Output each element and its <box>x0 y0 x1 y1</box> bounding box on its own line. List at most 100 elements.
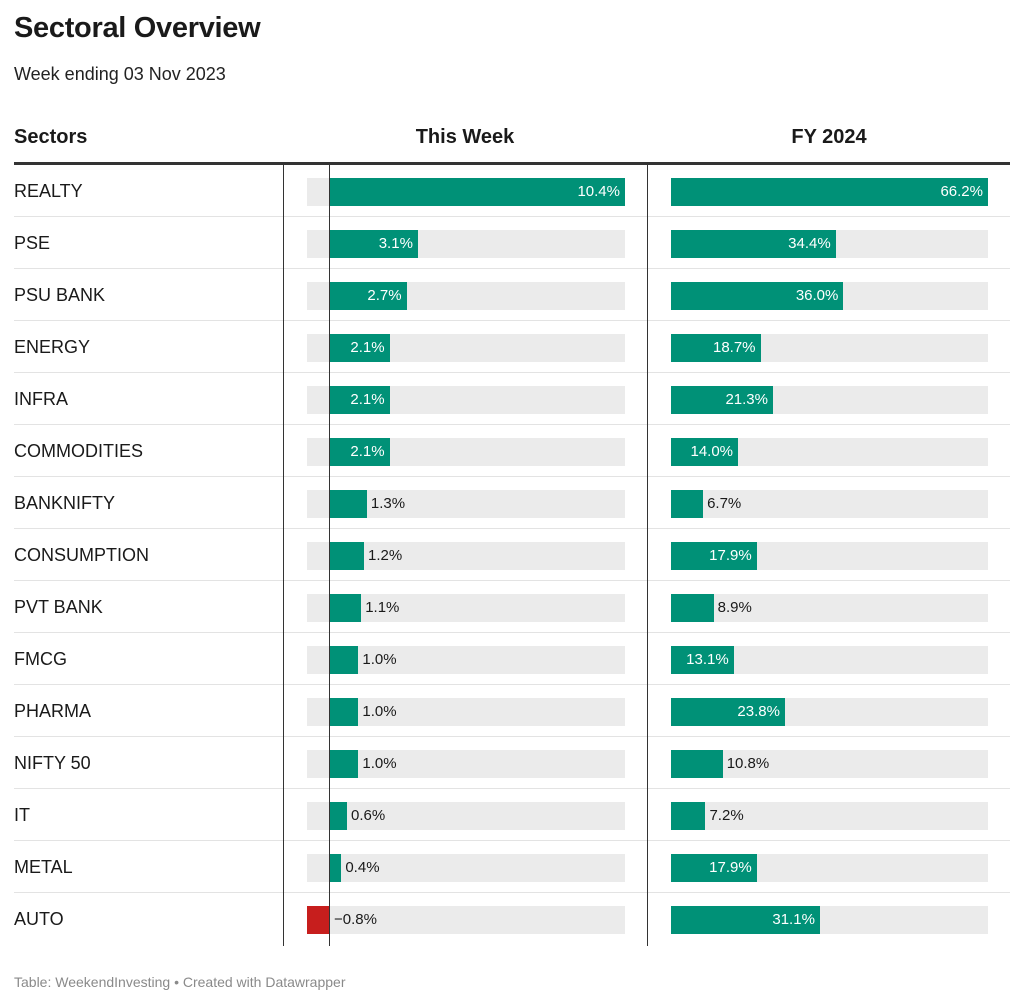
table-row[interactable]: BANKNIFTY 1.3% 6.7% <box>14 477 1010 529</box>
fy-bar <box>671 334 761 362</box>
column-header-fy-2024[interactable]: FY 2024 <box>791 126 867 148</box>
row-separator <box>14 528 1010 529</box>
column-header-this-week[interactable]: This Week <box>415 126 515 148</box>
fy-value-label: 17.9% <box>709 859 752 876</box>
sector-label: AUTO <box>14 909 64 929</box>
fy-bar-track <box>671 802 988 830</box>
footer-credit: Table: WeekendInvesting • Created with D… <box>14 974 346 990</box>
table-row[interactable]: INFRA 2.1% 21.3% <box>14 373 1010 425</box>
fy-bar <box>671 490 704 518</box>
fy-bar <box>671 802 706 830</box>
sector-label: PSU BANK <box>14 285 106 305</box>
week-bar <box>330 282 407 310</box>
week-bar-track <box>307 698 625 726</box>
fy-bar <box>671 854 757 882</box>
week-bar-track <box>307 802 625 830</box>
table-row[interactable]: REALTY 10.4% 66.2% <box>14 165 1010 217</box>
fy-value-label: 36.0% <box>795 287 839 304</box>
table-row[interactable]: PSU BANK 2.7% 36.0% <box>14 269 1010 321</box>
row-separator <box>14 424 1010 425</box>
week-value-label: 10.4% <box>577 183 620 200</box>
week-value-label: 2.1% <box>350 339 385 356</box>
week-bar <box>330 178 625 206</box>
row-separator <box>14 216 1010 217</box>
fy-value-label: 6.7% <box>707 495 742 512</box>
fy-bar <box>671 282 844 310</box>
chart-subtitle: Week ending 03 Nov 2023 <box>14 64 226 84</box>
row-separator <box>14 580 1010 581</box>
fy-value-label: 66.2% <box>940 183 983 200</box>
table-row[interactable]: IT 0.6% 7.2% <box>14 789 1010 841</box>
fy-value-label: 21.3% <box>725 391 768 408</box>
sector-label: COMMODITIES <box>14 441 143 461</box>
row-separator <box>14 476 1010 477</box>
sector-label: METAL <box>14 857 73 877</box>
row-separator <box>14 632 1010 633</box>
fy-bar <box>671 646 734 674</box>
fy-value-label: 14.0% <box>690 443 734 460</box>
week-bar <box>330 854 342 882</box>
fy-bar-track <box>671 490 988 518</box>
fy-value-label: 31.1% <box>772 911 815 928</box>
week-value-label: 2.1% <box>350 443 385 460</box>
week-bar <box>330 490 367 518</box>
week-bar-track <box>307 750 625 778</box>
row-separator <box>14 268 1010 269</box>
row-separator <box>14 736 1010 737</box>
week-bar-track <box>307 906 625 934</box>
sector-label: ENERGY <box>14 337 91 357</box>
fy-value-label: 13.1% <box>686 651 729 668</box>
fy-value-label: 34.4% <box>788 235 831 252</box>
column-header-sectors[interactable]: Sectors <box>14 126 88 148</box>
table-row[interactable]: FMCG 1.0% 13.1% <box>14 633 1010 685</box>
fy-value-label: 17.9% <box>709 547 752 564</box>
week-bar <box>307 906 330 934</box>
header-rule <box>14 162 1010 165</box>
week-bar <box>330 334 390 362</box>
table-row[interactable]: PVT BANK 1.1% 8.9% <box>14 581 1010 633</box>
week-value-label: 1.2% <box>368 547 403 564</box>
week-bar <box>330 646 359 674</box>
week-value-label: 1.3% <box>370 495 406 512</box>
week-value-label: 1.0% <box>362 703 397 720</box>
sector-label: IT <box>14 805 30 825</box>
table-row[interactable]: CONSUMPTION 1.2% 17.9% <box>14 529 1010 581</box>
fy-bar <box>671 906 820 934</box>
week-bar <box>330 698 359 726</box>
week-value-label: 2.7% <box>367 287 402 304</box>
fy-bar <box>671 594 714 622</box>
week-bar <box>330 438 390 466</box>
fy-bar <box>671 230 836 258</box>
fy-bar <box>671 542 757 570</box>
table-row[interactable]: AUTO −0.8% 31.1% <box>14 893 1010 945</box>
column-divider-2 <box>647 165 648 946</box>
fy-bar-track <box>671 750 988 778</box>
table-row[interactable]: NIFTY 50 1.0% 10.8% <box>14 737 1010 789</box>
row-separator <box>14 372 1010 373</box>
week-value-label: 1.0% <box>362 755 397 772</box>
week-bar <box>330 230 418 258</box>
sector-label: FMCG <box>14 649 67 669</box>
row-separator <box>14 892 1010 893</box>
fy-bar-track <box>671 594 988 622</box>
sector-label: REALTY <box>14 181 83 201</box>
week-value-label: −0.8% <box>334 911 377 928</box>
sector-label: PHARMA <box>14 701 92 721</box>
sector-label: PVT BANK <box>14 597 103 617</box>
week-bar <box>330 594 362 622</box>
fy-bar <box>671 178 988 206</box>
sector-label: BANKNIFTY <box>14 493 116 513</box>
table-row[interactable]: PHARMA 1.0% 23.8% <box>14 685 1010 737</box>
week-value-label: 1.1% <box>365 599 400 616</box>
row-separator <box>14 788 1010 789</box>
week-value-label: 0.6% <box>351 807 386 824</box>
table-row[interactable]: METAL 0.4% 17.9% <box>14 841 1010 893</box>
fy-value-label: 8.9% <box>717 599 752 616</box>
table-row[interactable]: PSE 3.1% 34.4% <box>14 217 1010 269</box>
table-row[interactable]: COMMODITIES 2.1% 14.0% <box>14 425 1010 477</box>
week-value-label: 0.4% <box>345 859 380 876</box>
row-separator <box>14 684 1010 685</box>
table-row[interactable]: ENERGY 2.1% 18.7% <box>14 321 1010 373</box>
week-zero-baseline <box>329 165 330 946</box>
sector-label: CONSUMPTION <box>14 545 149 565</box>
